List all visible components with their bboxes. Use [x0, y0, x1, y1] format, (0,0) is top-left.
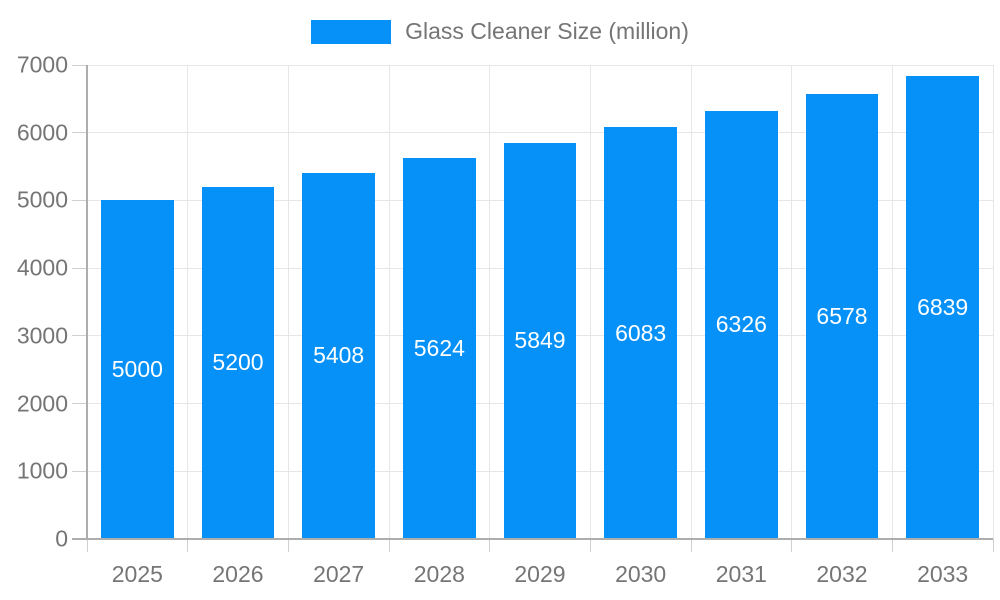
y-tick-mark [72, 199, 87, 201]
y-tick-mark [72, 267, 87, 269]
bar: 5000 [101, 200, 174, 539]
y-tick-label: 0 [55, 525, 68, 552]
x-tick-mark [187, 539, 189, 552]
y-tick-label: 3000 [16, 322, 68, 349]
y-tick-mark [72, 132, 87, 134]
gridline-v [287, 65, 289, 539]
bar: 6083 [604, 127, 677, 539]
x-tick-mark [489, 539, 491, 552]
x-tick-label: 2032 [816, 561, 868, 587]
y-tick-label: 7000 [16, 51, 68, 78]
bar-value-label: 6326 [715, 311, 767, 338]
bar: 6578 [805, 93, 879, 539]
x-tick-label: 2031 [715, 561, 767, 587]
y-tick-label: 1000 [16, 457, 68, 484]
bar: 5624 [403, 158, 476, 539]
gridline-v [489, 65, 491, 539]
x-tick-label: 2025 [111, 561, 163, 587]
bar-value-label: 5200 [212, 349, 264, 376]
y-tick-mark [72, 470, 87, 472]
y-axis-line [86, 65, 88, 539]
bar: 5849 [503, 142, 577, 539]
y-tick-label: 2000 [16, 390, 68, 417]
gridline-h [87, 64, 993, 66]
x-tick-mark [992, 539, 994, 552]
x-tick-mark [589, 539, 591, 552]
bar-value-label: 5849 [514, 327, 566, 354]
y-tick-label: 4000 [16, 254, 68, 281]
x-tick-mark [388, 539, 390, 552]
x-tick-label: 2028 [413, 561, 465, 587]
bar: 6326 [705, 110, 778, 539]
bar-value-label: 5000 [111, 356, 163, 383]
y-tick-label: 5000 [16, 186, 68, 213]
gridline-v [187, 65, 189, 539]
y-tick-mark [72, 403, 87, 405]
bar-value-label: 6578 [816, 302, 868, 329]
legend-swatch-icon [311, 19, 392, 44]
x-tick-label: 2026 [212, 561, 264, 587]
gridline-v [690, 65, 692, 539]
bar-value-label: 6083 [615, 319, 667, 346]
x-tick-label: 2029 [514, 561, 566, 587]
bar: 5408 [302, 172, 375, 539]
gridline-v [992, 65, 994, 539]
gridline-v [589, 65, 591, 539]
gridline-h [87, 132, 993, 134]
y-tick-label: 6000 [16, 119, 68, 146]
legend-label: Glass Cleaner Size (million) [405, 18, 689, 44]
x-tick-mark [690, 539, 692, 552]
y-tick-mark [72, 335, 87, 337]
gridline-v [891, 65, 893, 539]
x-tick-mark [86, 539, 88, 552]
x-tick-mark [891, 539, 893, 552]
gridline-v [388, 65, 390, 539]
bar: 6839 [906, 75, 979, 539]
x-tick-mark [791, 539, 793, 552]
bar-value-label: 5408 [313, 342, 365, 369]
plot-area: 0 1000 2000 3000 4000 5000 6000 7000 5000 5200 540… [17, 52, 994, 587]
chart-legend: Glass Cleaner Size (million) [0, 18, 1000, 45]
x-tick-label: 2027 [313, 561, 365, 587]
y-tick-mark [72, 64, 87, 66]
bar: 5200 [201, 186, 275, 539]
x-tick-mark [287, 539, 289, 552]
x-axis-line [72, 538, 993, 540]
bar-value-label: 5624 [413, 335, 465, 362]
gridline-v [791, 65, 793, 539]
bar-value-label: 6839 [917, 293, 969, 320]
x-tick-label: 2030 [615, 561, 667, 587]
x-tick-label: 2033 [917, 561, 969, 587]
